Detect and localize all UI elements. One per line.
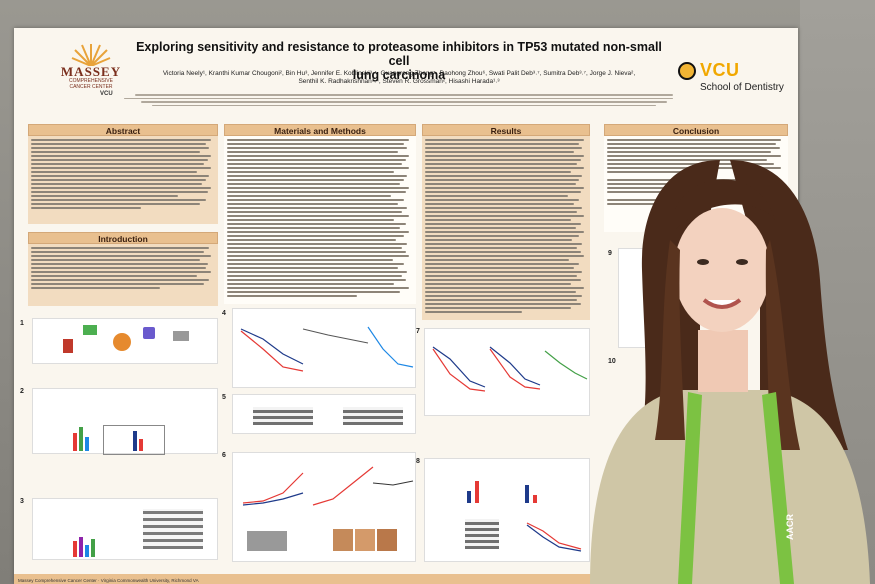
figure-7-label: 7 bbox=[416, 328, 420, 335]
poster-title: Exploring sensitivity and resistance to … bbox=[134, 40, 664, 82]
figure-8-charts bbox=[424, 458, 590, 562]
massey-vcu-mark: VCU bbox=[100, 91, 113, 97]
presenter-smile bbox=[702, 298, 742, 309]
massey-sunburst-icon bbox=[71, 44, 111, 66]
lanyard-left-strap bbox=[678, 392, 702, 584]
abstract-text bbox=[28, 136, 218, 224]
figure-1-label: 1 bbox=[20, 320, 24, 327]
figure-4-curves bbox=[240, 326, 414, 372]
figure-5-blots bbox=[232, 394, 416, 434]
figure-3-label: 3 bbox=[20, 498, 24, 505]
figure-2-charts bbox=[32, 388, 218, 455]
authors-line1: Victoria Neely¹, Kranthi Kumar Chougoni²… bbox=[162, 70, 636, 77]
presenter-eye-right bbox=[736, 259, 748, 265]
title-line2: lung carcinoma bbox=[352, 68, 446, 82]
vcu-seal-icon bbox=[678, 62, 696, 80]
methods-header: Materials and Methods bbox=[224, 124, 416, 136]
lanyard-right-strap bbox=[762, 392, 794, 584]
vcu-wordmark: VCU bbox=[700, 60, 740, 80]
massey-subtitle-line1: COMPREHENSIVE bbox=[69, 78, 113, 84]
vcu-school-name: School of Dentistry bbox=[700, 82, 784, 93]
figure-1-mechanism bbox=[32, 318, 218, 364]
figure-8-label: 8 bbox=[416, 458, 420, 465]
figure-7-curves bbox=[432, 346, 588, 392]
column-abstract: Abstract Introduction bbox=[28, 124, 218, 306]
presenter-neck bbox=[698, 330, 748, 392]
presenter-eye-left bbox=[697, 259, 709, 265]
introduction-header: Introduction bbox=[28, 232, 218, 244]
figure-4-charts bbox=[232, 308, 416, 388]
figure-10-label: 10 bbox=[608, 358, 616, 365]
vcu-dentistry-logo: VCU School of Dentistry bbox=[678, 60, 788, 100]
title-line1: Exploring sensitivity and resistance to … bbox=[136, 40, 662, 68]
column-results: Results bbox=[422, 124, 590, 320]
results-text bbox=[422, 136, 590, 320]
presenter-face bbox=[674, 208, 770, 332]
conclusion-header: Conclusion bbox=[604, 124, 788, 136]
figure-9-label: 9 bbox=[608, 250, 612, 257]
figure-7-charts bbox=[424, 328, 590, 416]
figure-8-curve bbox=[526, 522, 582, 552]
introduction-text bbox=[28, 244, 218, 306]
methods-text bbox=[224, 136, 416, 304]
poster-footer-text: Massey Comprehensive Cancer Center · Vir… bbox=[18, 578, 199, 583]
figure-2-label: 2 bbox=[20, 388, 24, 395]
column-methods: Materials and Methods bbox=[224, 124, 416, 304]
authors-line2: Senthil K. Radhakrishnan³˒⁴, Steven R. G… bbox=[298, 78, 500, 85]
massey-subtitle: COMPREHENSIVE CANCER CENTER bbox=[48, 78, 134, 90]
figure-3-charts bbox=[32, 498, 218, 560]
abstract-header: Abstract bbox=[28, 124, 218, 136]
poster-footer-band bbox=[14, 574, 798, 584]
massey-wordmark: MASSEY bbox=[60, 64, 122, 79]
massey-subtitle-line2: CANCER CENTER bbox=[69, 84, 113, 90]
figure-4-label: 4 bbox=[222, 310, 226, 317]
figure-6-label: 6 bbox=[222, 452, 226, 459]
poster-authors: Victoria Neely¹, Kranthi Kumar Chougoni²… bbox=[134, 70, 664, 86]
presenter-photo bbox=[590, 160, 870, 584]
figure-6-curves bbox=[242, 466, 414, 551]
figure-6-charts bbox=[232, 452, 416, 562]
figure-5-label: 5 bbox=[222, 394, 226, 401]
lanyard-text: AACR bbox=[785, 514, 795, 540]
results-header: Results bbox=[422, 124, 590, 136]
poster-affiliations bbox=[124, 94, 684, 108]
massey-logo: MASSEY COMPREHENSIVE CANCER CENTER VCU bbox=[48, 44, 134, 97]
